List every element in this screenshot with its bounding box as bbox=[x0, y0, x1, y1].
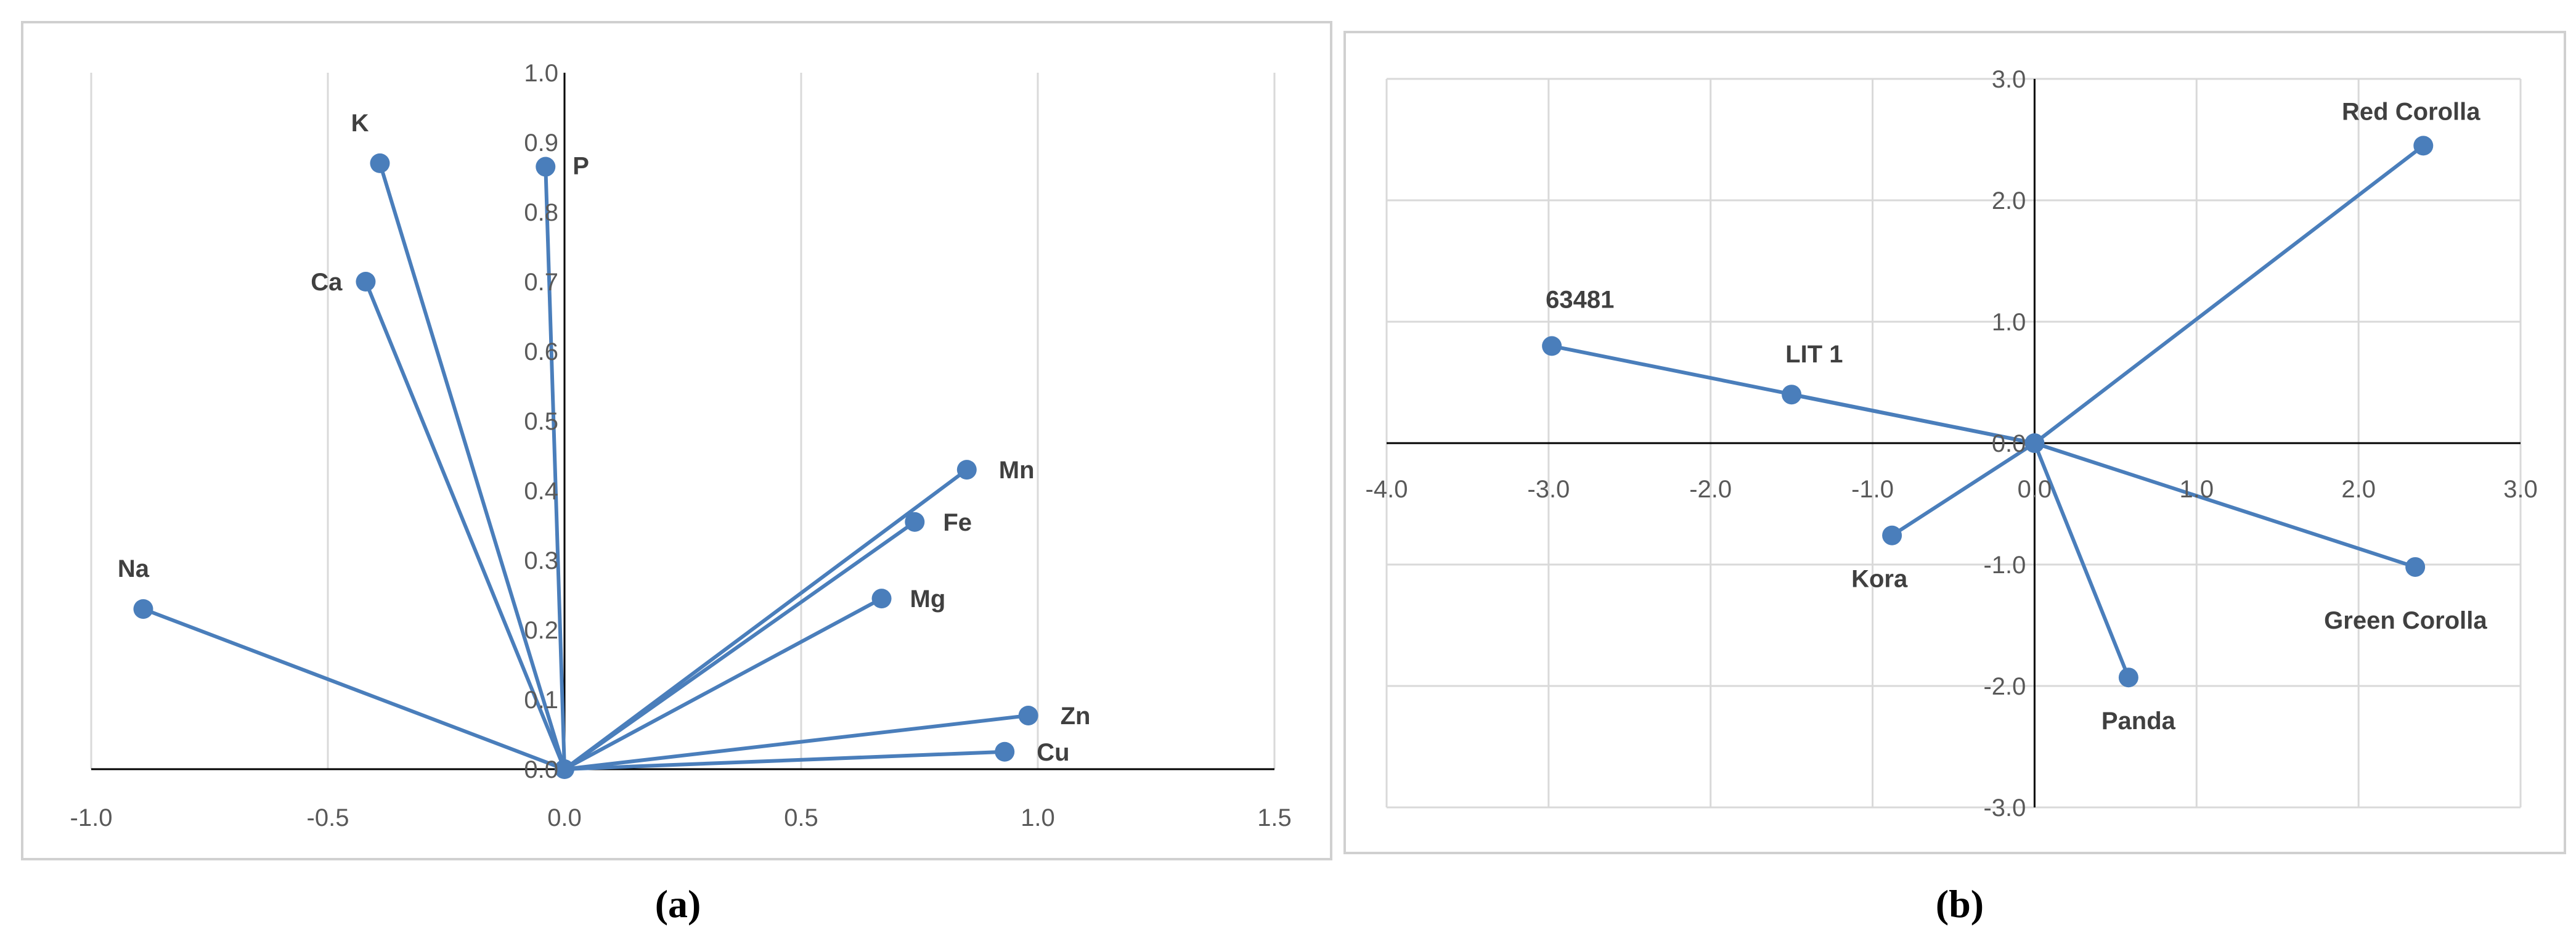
chart-a-data-point bbox=[1018, 705, 1038, 725]
chart-b-x-tick-label: -3.0 bbox=[1527, 476, 1570, 503]
chart-b-vector-line bbox=[2034, 441, 2416, 569]
chart-b-vectors bbox=[1542, 136, 2434, 688]
chart-a-point-label: P bbox=[573, 153, 589, 180]
chart-b-vector-line bbox=[1891, 441, 2036, 537]
chart-b-data-point bbox=[1782, 385, 1802, 405]
chart-a-x-tick-label: -1.0 bbox=[70, 804, 113, 831]
chart-b-x-tick-label: 3.0 bbox=[2503, 476, 2538, 503]
chart-b-point-label: Kora bbox=[1851, 566, 1908, 593]
chart-a-vector-line bbox=[564, 749, 1005, 771]
chart-a-point-label: Ca bbox=[311, 269, 343, 296]
chart-b-y-tick-label: -3.0 bbox=[1983, 794, 2026, 822]
chart-b-x-tick-label: 0.0 bbox=[2018, 476, 2052, 503]
chart-a-data-point bbox=[995, 741, 1015, 762]
chart-a-data-point bbox=[871, 589, 892, 609]
chart-b-y-tick-label: 0.0 bbox=[1992, 430, 2026, 457]
chart-b-vector-line bbox=[2033, 144, 2425, 445]
chart-b-point-label: Green Corolla bbox=[2324, 607, 2487, 634]
chart-b-data-point bbox=[2413, 136, 2434, 156]
chart-a-y-tick-label: 0.3 bbox=[524, 547, 558, 574]
chart-a-x-tick-label: 1.5 bbox=[1257, 804, 1292, 831]
chart-a-data-point bbox=[133, 599, 153, 619]
chart-a-point-label: Mg bbox=[910, 586, 946, 613]
chart-b-caption: (b) bbox=[1936, 882, 1984, 926]
chart-b-x-tick-label: -1.0 bbox=[1851, 476, 1894, 503]
chart-a-y-tick-label: 0.0 bbox=[524, 756, 558, 783]
chart-a-y-tick-label: 0.9 bbox=[524, 129, 558, 157]
chart-a-x-tick-label: -0.5 bbox=[307, 804, 349, 831]
chart-panel-a: -1.0 -0.5 0.0 0.5 1.0 1.5 0.0 0.1 0.2 0.3 0.4 0.5 0.… bbox=[21, 21, 1332, 926]
chart-a-point-label: Fe bbox=[943, 509, 972, 536]
chart-a-data-point bbox=[370, 153, 390, 173]
chart-b-point-label: 63481 bbox=[1546, 286, 1614, 313]
chart-a-x-tick-label: 0.0 bbox=[547, 804, 582, 831]
chart-a-origin-point bbox=[555, 759, 574, 779]
chart-b-y-tick-label: -1.0 bbox=[1983, 552, 2026, 579]
chart-b-x-tick-label: 2.0 bbox=[2341, 476, 2376, 503]
chart-b-data-point bbox=[2405, 557, 2426, 577]
chart-b-data-point bbox=[1882, 525, 1902, 545]
chart-a-caption: (a) bbox=[655, 882, 701, 926]
chart-a-data-point bbox=[956, 460, 977, 480]
chart-a-y-tick-label: 0.4 bbox=[524, 478, 558, 505]
chart-a-frame bbox=[21, 21, 1332, 860]
chart-b-data-point bbox=[2118, 667, 2138, 688]
chart-a-vector-line bbox=[544, 166, 566, 770]
chart-b-x-tick-label: 1.0 bbox=[2179, 476, 2214, 503]
chart-a-point-label: Cu bbox=[1037, 739, 1069, 766]
chart-a-x-tick-label: 1.0 bbox=[1021, 804, 1055, 831]
chart-a-vector-line bbox=[564, 714, 1029, 771]
chart-b-point-label: LIT 1 bbox=[1785, 341, 1843, 368]
chart-b-y-tick-label: 1.0 bbox=[1992, 309, 2026, 336]
chart-a-data-point bbox=[356, 272, 376, 292]
chart-b-y-tick-label: 2.0 bbox=[1992, 187, 2026, 214]
chart-b-origin-point bbox=[2024, 433, 2045, 453]
chart-b-y-tick-label: -2.0 bbox=[1983, 673, 2026, 700]
chart-a-data-point bbox=[905, 512, 925, 532]
chart-a-y-tick-label: 0.5 bbox=[524, 408, 558, 435]
chart-a-y-tick-label: 0.7 bbox=[524, 269, 558, 296]
chart-a-y-tick-label: 0.6 bbox=[524, 338, 558, 365]
chart-panel-b: -4.0 -3.0 -2.0 -1.0 0.0 1.0 2.0 3.0 -3.0 -2.0 -1.0… bbox=[1343, 0, 2576, 948]
chart-b-tick-labels: -4.0 -3.0 -2.0 -1.0 0.0 1.0 2.0 3.0 -3.0 -2.0 -1.0… bbox=[1366, 66, 2538, 822]
chart-b-point-label: Panda bbox=[2101, 708, 2176, 735]
chart-a-point-label: K bbox=[351, 110, 369, 137]
chart-a-y-tick-label: 1.0 bbox=[524, 60, 558, 87]
chart-a-grid bbox=[90, 73, 1276, 769]
chart-a-point-label: Na bbox=[118, 555, 150, 582]
chart-a-vector-line bbox=[563, 520, 916, 771]
chart-a-tick-labels: -1.0 -0.5 0.0 0.5 1.0 1.5 0.0 0.1 0.2 0.3 0.4 0.5 0.… bbox=[70, 60, 1292, 831]
chart-b-point-label: Red Corolla bbox=[2342, 98, 2480, 125]
chart-a-vector-line bbox=[378, 163, 566, 770]
chart-a-svg: -1.0 -0.5 0.0 0.5 1.0 1.5 0.0 0.1 0.2 0.3 0.4 0.5 0.… bbox=[21, 21, 1332, 926]
chart-a-data-point bbox=[536, 157, 556, 177]
chart-b-svg: -4.0 -3.0 -2.0 -1.0 0.0 1.0 2.0 3.0 -3.0 -2.0 -1.0… bbox=[1343, 31, 2566, 926]
chart-b-x-tick-label: -4.0 bbox=[1366, 476, 1408, 503]
chart-a-vector-line bbox=[563, 468, 968, 771]
chart-a-vector-line bbox=[142, 607, 566, 771]
chart-a-vectors bbox=[133, 153, 1038, 779]
chart-a-axes bbox=[91, 73, 1274, 770]
chart-b-vector-line bbox=[2032, 442, 2130, 679]
chart-a-y-tick-label: 0.8 bbox=[524, 199, 558, 226]
chart-b-data-point bbox=[1542, 336, 1562, 356]
chart-a-x-tick-label: 0.5 bbox=[784, 804, 818, 831]
chart-a-point-label: Mn bbox=[999, 457, 1035, 484]
chart-b-point-labels: Red Corolla 63481 LIT 1 Kora Green Corolla Pa… bbox=[1546, 98, 2487, 735]
chart-a-point-label: Zn bbox=[1061, 703, 1091, 730]
chart-a-y-tick-label: 0.1 bbox=[524, 687, 558, 714]
chart-a-vector-line bbox=[364, 280, 566, 770]
chart-a-y-tick-label: 0.2 bbox=[524, 617, 558, 644]
chart-a-point-labels: K P Ca Na Mn Fe Mg Zn Cu bbox=[118, 110, 1091, 766]
chart-b-x-tick-label: -2.0 bbox=[1689, 476, 1732, 503]
chart-b-y-tick-label: 3.0 bbox=[1992, 66, 2026, 93]
chart-a-vector-line bbox=[563, 597, 882, 771]
chart-b-vector-line bbox=[1791, 393, 2036, 445]
